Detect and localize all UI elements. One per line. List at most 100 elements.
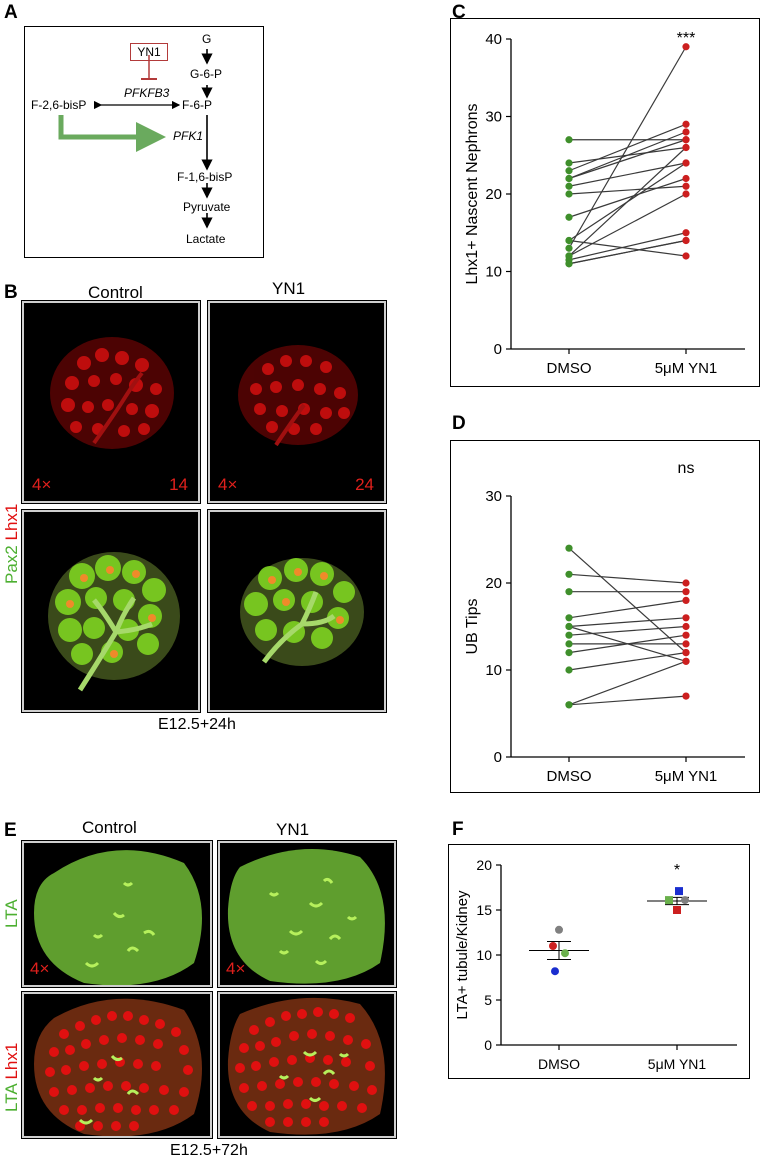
y-tick-label: 20 bbox=[485, 186, 502, 203]
e-image-yn1-lta: 4× bbox=[217, 840, 397, 988]
yn1-point bbox=[682, 252, 690, 260]
data-point bbox=[561, 949, 569, 958]
panel-label-d: D bbox=[452, 413, 466, 434]
kidney-red-blobs bbox=[50, 337, 174, 449]
e-mag-control: 4× bbox=[30, 959, 50, 978]
y-tick-label: 0 bbox=[494, 341, 502, 358]
b-row-label: Pax2 Lhx1 bbox=[2, 504, 22, 584]
dmso-point bbox=[565, 622, 573, 631]
y-axis-label: LTA+ tubule/Kidney bbox=[454, 890, 471, 1020]
x-tick-label: DMSO bbox=[547, 360, 592, 377]
f26bisp-label: F-2,6-bisP bbox=[31, 98, 87, 112]
dmso-point bbox=[565, 190, 573, 198]
metabolite-pyruvate: Pyruvate bbox=[183, 200, 231, 214]
y-tick-label: 0 bbox=[494, 749, 502, 766]
yn1-point bbox=[682, 649, 690, 657]
dmso-point bbox=[565, 244, 573, 252]
dmso-point bbox=[565, 588, 573, 596]
dmso-point bbox=[565, 631, 573, 639]
chart-c: 0 10 20 30 40 DMSO 5μM YN1 Lhx1+ Nascent Nephro… bbox=[464, 30, 745, 377]
y-tick-label: 20 bbox=[485, 575, 502, 592]
e-image-yn1-merge bbox=[217, 991, 397, 1139]
b-col-header-control: Control bbox=[88, 283, 143, 302]
yn1-point bbox=[682, 159, 690, 167]
pair-line bbox=[568, 193, 687, 257]
b-image-control-lhx1: 4× 14 bbox=[21, 300, 201, 504]
data-point bbox=[549, 942, 557, 950]
pair-line bbox=[568, 573, 687, 584]
y-tick-label: 10 bbox=[485, 264, 502, 281]
yn1-point bbox=[682, 136, 690, 144]
b-mag-control: 4× bbox=[32, 475, 52, 494]
dmso-point bbox=[565, 666, 573, 674]
b-row-label-pax2: Pax2 bbox=[2, 545, 21, 584]
data-point bbox=[675, 887, 683, 896]
pair-line bbox=[568, 634, 687, 654]
dmso-point bbox=[565, 640, 573, 648]
b-image-control-merge bbox=[21, 509, 201, 713]
pair-line bbox=[568, 547, 687, 654]
pair-line bbox=[568, 695, 687, 706]
panel-label-a: A bbox=[4, 2, 18, 23]
dmso-point bbox=[565, 260, 573, 268]
chart-d: 0 10 20 30 DMSO 5μM YN1 UB Tips ns bbox=[464, 460, 745, 785]
yn1-point bbox=[682, 128, 690, 136]
x-tick-label: 5μM YN1 bbox=[655, 360, 718, 377]
yn1-point bbox=[682, 120, 690, 128]
panel-label-c: C bbox=[452, 2, 466, 23]
b-count-yn1: 24 bbox=[355, 475, 374, 494]
pair-line bbox=[568, 660, 687, 706]
panel-label-b: B bbox=[4, 282, 18, 303]
paired-series bbox=[565, 544, 690, 709]
metabolite-lactate: Lactate bbox=[186, 232, 226, 246]
pair-line bbox=[568, 139, 687, 180]
yn1-point bbox=[682, 692, 690, 700]
x-tick-label: DMSO bbox=[538, 1056, 580, 1072]
e-image-control-lta: 4× bbox=[21, 840, 213, 988]
dmso-point bbox=[565, 167, 573, 175]
pair-line bbox=[568, 625, 687, 636]
dmso-point bbox=[565, 182, 573, 190]
e-row-label-lta: LTA bbox=[2, 1084, 21, 1112]
e-col-header-yn1: YN1 bbox=[276, 820, 310, 839]
y-tick-label: 30 bbox=[485, 488, 502, 505]
y-tick-label: 20 bbox=[476, 857, 492, 873]
yn1-point bbox=[682, 143, 690, 152]
x-tick-label: 5μM YN1 bbox=[648, 1056, 707, 1072]
pair-line bbox=[568, 177, 687, 218]
dmso-point bbox=[565, 159, 573, 167]
panel-label-f: F bbox=[452, 819, 464, 840]
y-axis-label: Lhx1+ Nascent Nephrons bbox=[464, 104, 481, 285]
dmso-point bbox=[565, 614, 573, 622]
yn1-point bbox=[682, 43, 690, 51]
pair-line bbox=[568, 162, 687, 187]
yn1-point bbox=[682, 640, 690, 648]
yn1-point bbox=[682, 174, 690, 183]
x-tick-label: 5μM YN1 bbox=[655, 768, 718, 785]
b-col-header-yn1: YN1 bbox=[272, 279, 306, 298]
b-count-control: 14 bbox=[169, 475, 188, 494]
dmso-point bbox=[565, 136, 573, 144]
yn1-point bbox=[682, 579, 690, 587]
metabolite-g: G bbox=[202, 32, 212, 46]
pair-line bbox=[568, 185, 687, 195]
e-row-label-bottom: LTA Lhx1 bbox=[2, 1043, 22, 1112]
pair-line bbox=[568, 147, 687, 257]
nephron-dots-control bbox=[45, 1011, 193, 1131]
e-row-label-lhx1: Lhx1 bbox=[2, 1042, 21, 1080]
b-image-yn1-merge bbox=[207, 509, 387, 713]
pair-line bbox=[568, 239, 687, 257]
significance-marker: * bbox=[674, 862, 680, 879]
yn1-point bbox=[682, 657, 690, 665]
b-image-yn1-lhx1: 4× 24 bbox=[207, 300, 387, 504]
yn1-point bbox=[682, 229, 690, 237]
x-tick-label: DMSO bbox=[547, 768, 592, 785]
data-point bbox=[551, 967, 559, 976]
y-tick-label: 30 bbox=[485, 109, 502, 126]
metabolite-g6p: G-6-P bbox=[190, 67, 223, 81]
panel-label-e: E bbox=[4, 820, 17, 841]
yn1-point bbox=[682, 190, 690, 198]
dmso-point bbox=[565, 236, 573, 245]
b-caption: E12.5+24h bbox=[158, 716, 236, 733]
y-tick-label: 5 bbox=[484, 992, 492, 1008]
